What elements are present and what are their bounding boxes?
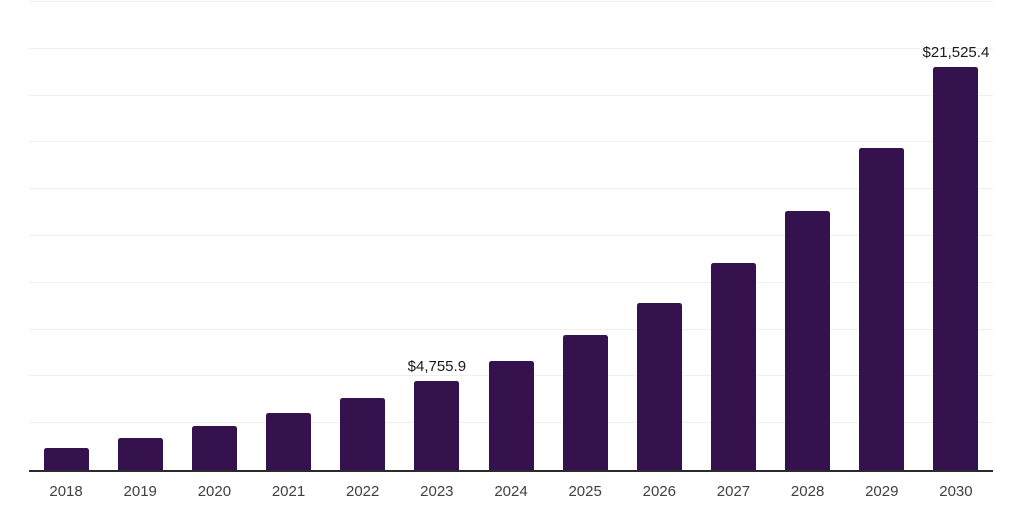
x-tick-2028: 2028	[790, 483, 825, 500]
bar-2024	[488, 360, 534, 470]
x-tick-2026: 2026	[642, 483, 676, 500]
gridline	[29, 281, 993, 283]
x-tick-2020: 2020	[197, 483, 232, 500]
bar-2019	[117, 438, 163, 470]
x-tick-2023: 2023	[420, 483, 454, 500]
plot-area: $4,755.9 $21,525.4	[29, 1, 993, 472]
bar-2026	[636, 302, 682, 470]
bar-2030	[933, 67, 979, 470]
bar-2018	[43, 448, 89, 470]
x-tick-2022: 2022	[346, 483, 380, 500]
x-tick-2024: 2024	[494, 483, 528, 500]
gridline	[29, 94, 993, 96]
bar-2022	[340, 398, 386, 470]
x-tick-2027: 2027	[716, 483, 751, 500]
data-label-2023: $4,755.9	[407, 357, 467, 375]
bar-2023	[414, 380, 460, 470]
gridline	[29, 328, 993, 330]
bar-2027	[710, 262, 756, 470]
data-label-2030: $21,525.4	[922, 44, 990, 62]
bar-2029	[859, 148, 905, 470]
x-axis-line	[29, 470, 993, 472]
bar-2021	[266, 412, 312, 470]
x-tick-2029: 2029	[865, 483, 899, 500]
gridline	[29, 141, 993, 143]
x-tick-2030: 2030	[939, 483, 973, 500]
gridline	[29, 47, 993, 49]
gridline	[29, 188, 993, 190]
x-tick-2018: 2018	[49, 483, 83, 500]
x-tick-2019: 2019	[123, 483, 157, 500]
bar-2028	[785, 210, 831, 470]
x-tick-2025: 2025	[568, 483, 602, 500]
gridline	[29, 235, 993, 236]
bar-2025	[562, 334, 608, 470]
bar-2020	[191, 426, 237, 470]
x-tick-2021: 2021	[271, 483, 306, 500]
gridline	[29, 1, 993, 2]
